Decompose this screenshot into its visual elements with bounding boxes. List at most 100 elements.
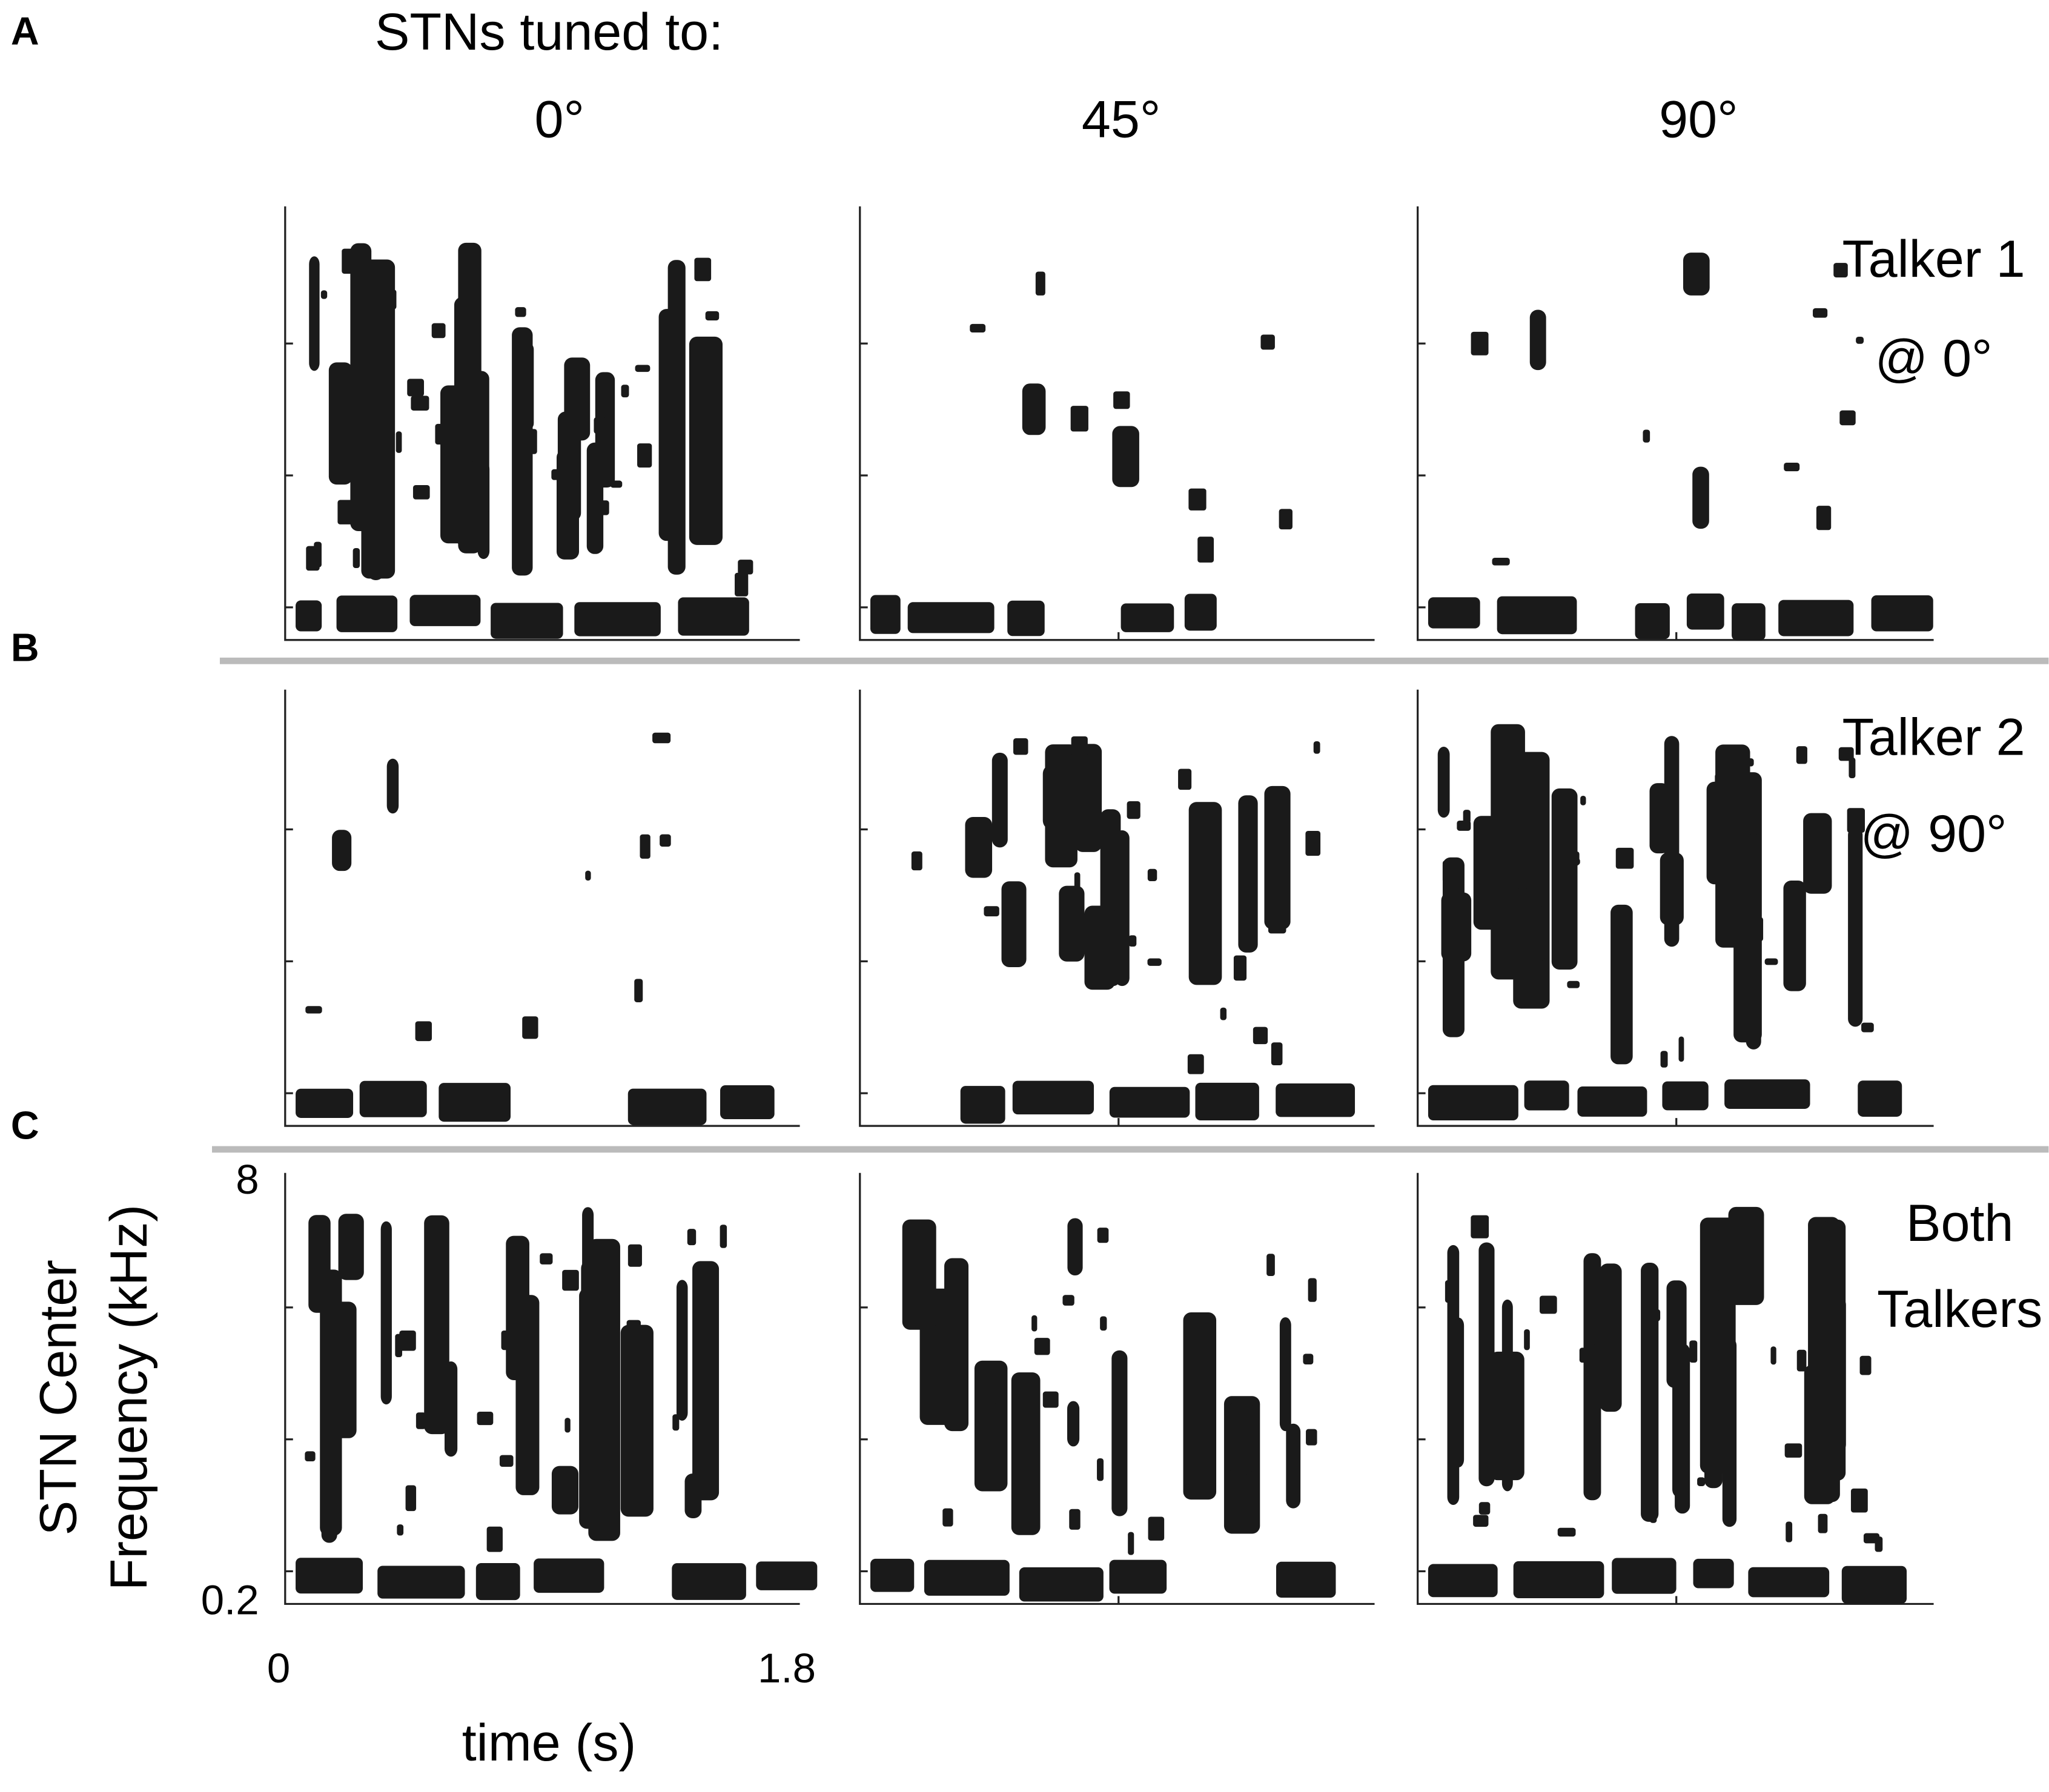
y-axis-label: STN Center	[30, 1260, 88, 1535]
raster-blob	[640, 834, 650, 859]
raster-blob	[942, 1508, 953, 1527]
raster-blob	[1276, 1083, 1356, 1117]
raster-blob	[1286, 1423, 1301, 1509]
raster-blob	[610, 480, 623, 488]
raster-blob	[540, 1253, 553, 1265]
raster-blob	[720, 1085, 775, 1119]
raster-blob	[1707, 1395, 1721, 1413]
axis	[284, 689, 800, 1127]
raster-blob	[1034, 1338, 1050, 1355]
panel-letter: B	[11, 625, 39, 669]
raster-blob	[1478, 1502, 1491, 1515]
raster-blob	[562, 1269, 579, 1291]
raster-blob	[991, 752, 1008, 848]
raster-blob	[705, 311, 720, 321]
axis	[284, 206, 800, 641]
raster-blob	[689, 336, 723, 545]
raster-blob	[1729, 910, 1746, 935]
axis	[1417, 689, 1934, 1127]
raster-blob	[501, 1331, 517, 1351]
raster-blob	[296, 600, 322, 632]
raster-blob	[1074, 744, 1102, 852]
raster-blob	[1147, 868, 1157, 881]
raster-blob	[1268, 921, 1286, 934]
raster-blob	[1649, 1510, 1657, 1523]
raster-blob	[738, 560, 753, 575]
raster-blob	[1692, 466, 1709, 529]
raster-blob	[1816, 506, 1832, 531]
raster-blob	[1184, 593, 1217, 631]
raster-blob	[621, 385, 629, 398]
raster-blob	[1856, 337, 1864, 344]
raster-blob	[424, 1215, 449, 1435]
raster-blob	[435, 423, 443, 445]
raster-blob	[1099, 909, 1111, 928]
raster-blob	[1128, 1532, 1134, 1555]
raster-blob	[1859, 1355, 1872, 1375]
raster-blob	[1022, 383, 1046, 435]
raster-blob	[1013, 738, 1028, 755]
raster-blob	[1722, 1337, 1737, 1527]
raster-blob	[627, 1088, 707, 1125]
raster-blob	[1313, 741, 1320, 754]
raster-blob	[1524, 905, 1546, 962]
raster-blob	[1686, 593, 1724, 630]
raster-blob	[354, 1268, 363, 1276]
raster-blob	[1689, 1340, 1698, 1363]
raster-blob	[551, 1466, 579, 1515]
raster-blob	[1662, 1081, 1709, 1111]
raster-blob	[720, 1225, 727, 1248]
raster-blob	[334, 1411, 352, 1421]
raster-blob	[1724, 1079, 1810, 1109]
raster-blob	[735, 572, 749, 597]
raster-blob	[486, 1526, 503, 1552]
raster-blob	[534, 1558, 604, 1593]
raster-blob	[564, 1418, 571, 1433]
raster-blob	[620, 1324, 654, 1517]
raster-blob	[1442, 860, 1454, 883]
raster-blob	[1264, 785, 1291, 930]
raster-blob	[1600, 1263, 1622, 1412]
raster-blob	[1829, 1219, 1846, 1481]
raster-blob	[551, 469, 560, 480]
raster-blob	[1533, 935, 1548, 943]
raster-blob	[359, 1080, 427, 1117]
panel-letter: A	[11, 8, 39, 53]
raster-blob	[1497, 596, 1577, 635]
raster-blob	[1715, 773, 1722, 789]
axis	[859, 206, 1375, 641]
raster-blob	[672, 1563, 746, 1600]
raster-blob	[907, 602, 995, 633]
header-title: STNs tuned to:	[375, 3, 723, 61]
raster-blob	[1672, 1320, 1686, 1498]
raster-blob	[1736, 954, 1749, 979]
raster-blob	[1612, 1558, 1677, 1594]
raster-blob	[1473, 1515, 1489, 1527]
raster-blob	[305, 1006, 322, 1014]
raster-blob	[1203, 1421, 1214, 1444]
raster-blob	[1660, 1051, 1668, 1068]
raster-blob	[1660, 852, 1684, 925]
raster-blob	[1253, 1027, 1268, 1045]
raster-blob	[1732, 603, 1766, 641]
raster-blob	[1279, 509, 1293, 530]
raster-blob	[1580, 796, 1586, 805]
raster-blob	[1031, 1315, 1038, 1332]
raster-blob	[1042, 1391, 1059, 1408]
raster-blob	[634, 979, 643, 1002]
raster-blob	[320, 290, 328, 299]
raster-blob	[1683, 253, 1710, 296]
y-axis-bottom: 0.2	[201, 1577, 259, 1624]
raster-blob	[870, 1558, 915, 1592]
raster-blob	[1197, 537, 1214, 563]
raster-blob	[309, 256, 320, 371]
raster-blob	[1746, 833, 1761, 1050]
raster-blob	[704, 1451, 719, 1474]
raster-blob	[1847, 808, 1865, 833]
raster-blob	[672, 1414, 680, 1431]
raster-blob	[397, 1524, 404, 1536]
raster-blob	[377, 1566, 465, 1599]
raster-blob	[1074, 872, 1081, 890]
